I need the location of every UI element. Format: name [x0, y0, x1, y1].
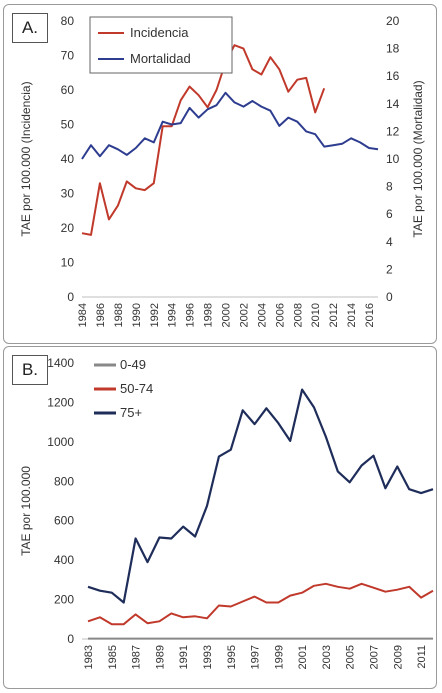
x-tick-label: 2010 — [310, 303, 322, 327]
y-left-tick-label: 80 — [61, 14, 75, 28]
panel-label-b: B. — [12, 355, 48, 385]
y-left-tick-label: 50 — [61, 118, 75, 132]
x-tick-label: 2007 — [369, 645, 381, 669]
x-tick-label: 2016 — [364, 303, 376, 327]
x-tick-label: 2005 — [345, 645, 357, 669]
chart-a: 1984 1986 1988 1990 1992 1994 1996 1998 2000 2002… — [19, 14, 425, 327]
y-axis-label: TAE por 100.000 — [19, 466, 33, 556]
y-right-tick-label: 20 — [386, 14, 400, 28]
x-tick-label: 1988 — [113, 303, 125, 327]
x-tick-label: 1990 — [131, 303, 143, 327]
y-tick-label: 1200 — [47, 395, 74, 409]
x-tick-label: 1994 — [167, 303, 179, 327]
y-right-axis-label: TAE por 100.000 (Mortalidad) — [411, 80, 425, 237]
x-tick-label: 1991 — [178, 645, 190, 669]
y-left-tick-label: 20 — [61, 221, 75, 235]
x-tick-label: 2003 — [321, 645, 333, 669]
x-tick-label: 1987 — [131, 645, 143, 669]
legend-label: 50-74 — [120, 381, 153, 396]
x-tick-label: 2008 — [292, 303, 304, 327]
y-right-tick-label: 4 — [386, 235, 393, 249]
x-tick-label: 1983 — [83, 645, 95, 669]
y-left-axis-label: TAE por 100.000 (Incidencia) — [19, 81, 33, 236]
panel-label-a: A. — [12, 13, 48, 43]
x-tick-label: 2004 — [256, 303, 268, 327]
series-line-incidencia — [81, 44, 326, 236]
y-right-tick-label: 10 — [386, 152, 400, 166]
y-right-tick-label: 2 — [386, 262, 393, 276]
y-tick-label: 200 — [54, 593, 74, 607]
x-tick-label: 1993 — [202, 645, 214, 669]
legend-label: 0-49 — [120, 357, 146, 372]
y-left-tick-label: 70 — [61, 49, 75, 63]
y-right-tick-label: 16 — [386, 69, 400, 83]
x-tick-label: 2011 — [416, 645, 428, 669]
y-left-tick-label: 60 — [61, 83, 75, 97]
y-tick-label: 600 — [54, 514, 74, 528]
y-tick-label: 400 — [54, 553, 74, 567]
legend-label: Incidencia — [130, 25, 189, 40]
x-tick-label: 1999 — [273, 645, 285, 669]
y-left-tick-label: 0 — [67, 290, 74, 304]
x-tick-label: 1997 — [250, 645, 262, 669]
y-tick-label: 1000 — [47, 435, 74, 449]
chart-b: 1983 1985 1987 1989 1991 1993 1995 1997 1999 2001… — [19, 356, 434, 669]
panel-b: B. 1983 1985 1987 1989 1991 1993 1995 1997 1999 2… — [3, 346, 437, 689]
y-tick-label: 800 — [54, 474, 74, 488]
legend-label: 75+ — [120, 405, 142, 420]
x-tick-label: 2012 — [328, 303, 340, 327]
x-tick-label: 1986 — [95, 303, 107, 327]
x-tick-label: 2009 — [392, 645, 404, 669]
x-tick-label: 2006 — [274, 303, 286, 327]
y-tick-label: 1400 — [47, 356, 74, 370]
y-right-tick-label: 6 — [386, 207, 393, 221]
panel-a: A. 1984 1986 1988 1990 1992 1994 1996 1998 2000 2… — [3, 4, 437, 344]
x-tick-label: 1989 — [154, 645, 166, 669]
series-line-75+ — [87, 388, 434, 604]
x-tick-label: 2001 — [297, 645, 309, 669]
legend-label: Mortalidad — [130, 51, 191, 66]
x-tick-label: 2000 — [221, 303, 233, 327]
y-right-tick-label: 8 — [386, 180, 393, 194]
series-line-50-74 — [87, 582, 434, 626]
y-tick-label: 0 — [67, 632, 74, 646]
x-tick-label: 1985 — [107, 645, 119, 669]
x-tick-label: 1984 — [77, 303, 89, 327]
y-right-tick-label: 12 — [386, 124, 400, 138]
legend-box — [89, 16, 233, 74]
y-right-tick-label: 18 — [386, 42, 400, 56]
x-tick-label: 1992 — [149, 303, 161, 327]
y-right-tick-label: 0 — [386, 290, 393, 304]
y-left-tick-label: 30 — [61, 187, 75, 201]
x-tick-label: 1995 — [226, 645, 238, 669]
y-right-tick-label: 14 — [386, 97, 400, 111]
series-line-mortalidad — [81, 91, 379, 160]
x-tick-label: 1998 — [203, 303, 215, 327]
x-tick-label: 2002 — [238, 303, 250, 327]
x-tick-label: 1996 — [185, 303, 197, 327]
y-left-tick-label: 40 — [61, 152, 75, 166]
y-left-tick-label: 10 — [61, 256, 75, 270]
x-tick-label: 2014 — [346, 303, 358, 327]
